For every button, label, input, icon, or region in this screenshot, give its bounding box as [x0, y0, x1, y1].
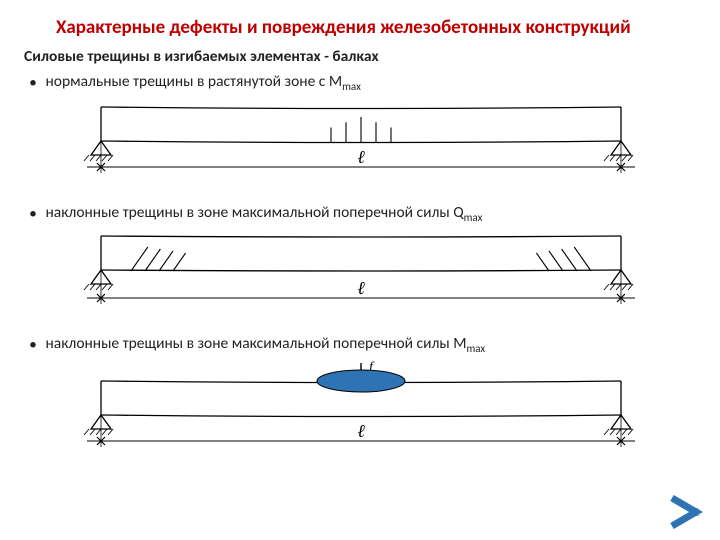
- bullet-1-text: нормальные трещины в растянутой зоне с M: [46, 72, 343, 91]
- diagram-2: ℓ: [41, 228, 681, 326]
- bullet-marker: •: [24, 73, 42, 92]
- bullet-3-text: наклонные трещины в зоне максимальной по…: [46, 334, 467, 353]
- bullet-2: • наклонные трещины в зоне максимальной …: [24, 203, 698, 224]
- svg-text:ℓ: ℓ: [357, 147, 365, 167]
- bullet-2-sub: max: [464, 211, 483, 224]
- bullet-3-sub: max: [466, 342, 485, 355]
- bullet-2-text: наклонные трещины в зоне максимальной по…: [46, 203, 464, 222]
- corner-chevron-icon: [668, 494, 714, 532]
- beam-diagram-shear-cracks: ℓ: [41, 228, 681, 326]
- beam-diagram-normal-cracks: ℓ: [41, 97, 681, 195]
- bullet-1: • нормальные трещины в растянутой зоне с…: [24, 72, 698, 93]
- diagram-1: ℓ: [41, 97, 681, 195]
- bullet-marker: •: [24, 204, 42, 223]
- diagram-3: fℓ: [41, 359, 681, 463]
- slide-subtitle: Силовые трещины в изгибаемых элементах -…: [24, 47, 698, 66]
- svg-text:ℓ: ℓ: [357, 421, 365, 441]
- slide-root: Характерные дефекты и повреждения железо…: [0, 0, 720, 540]
- bullet-3: • наклонные трещины в зоне максимальной …: [24, 334, 698, 355]
- bullet-marker: •: [24, 335, 42, 354]
- beam-diagram-point-load: fℓ: [41, 359, 681, 463]
- bullet-1-sub: max: [342, 80, 361, 93]
- svg-text:ℓ: ℓ: [357, 278, 365, 298]
- slide-title: Характерные дефекты и повреждения железо…: [56, 16, 698, 39]
